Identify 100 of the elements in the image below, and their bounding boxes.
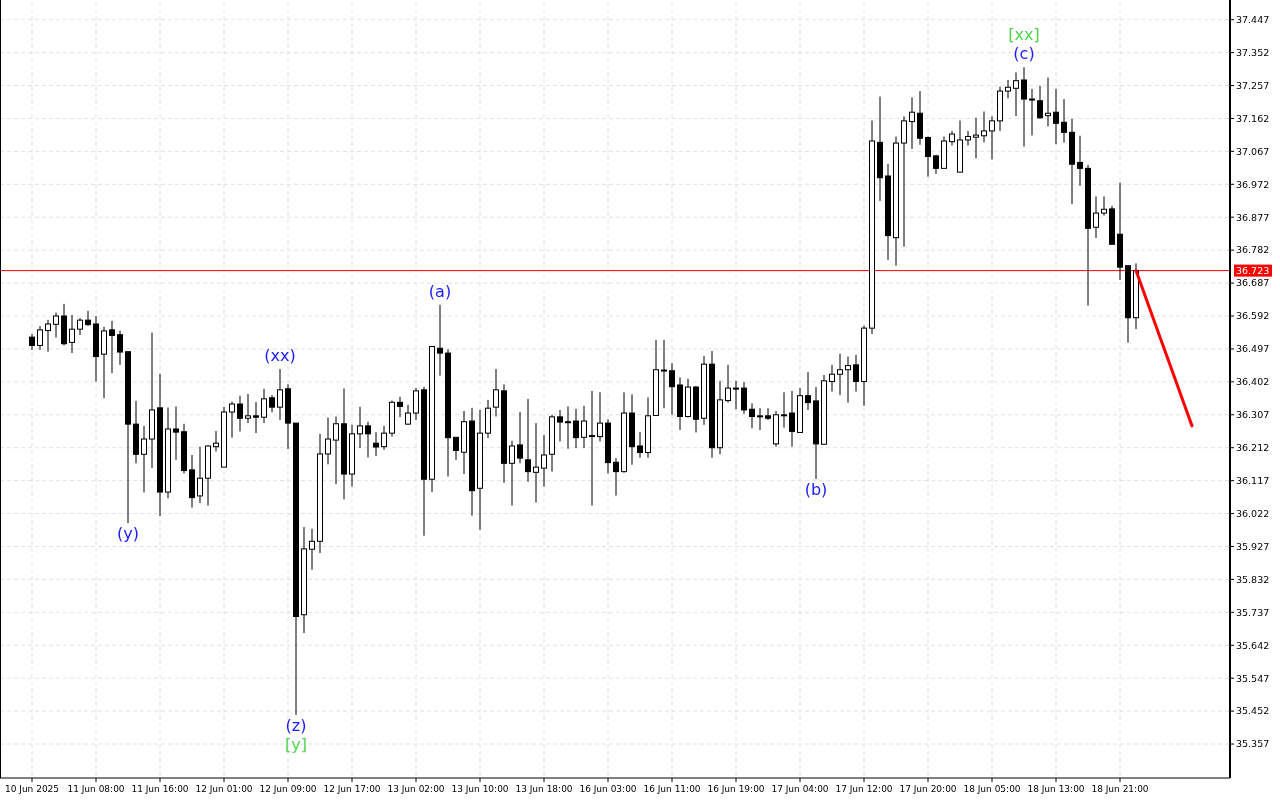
candlestick: [109, 320, 115, 374]
candlestick: [853, 354, 859, 393]
x-tick-label: 18 Jun 13:00: [1027, 784, 1085, 794]
candlestick: [669, 362, 675, 416]
candlestick: [53, 312, 59, 338]
candlestick: [325, 417, 331, 465]
candlestick: [437, 304, 443, 377]
annotation: (c): [1013, 44, 1035, 64]
candlestick: [245, 393, 251, 424]
y-tick-label: 35.642: [1236, 639, 1270, 651]
candlestick: [837, 353, 843, 396]
candlestick: [749, 402, 755, 429]
x-tick-label: 16 Jun 19:00: [707, 784, 765, 794]
y-tick-label: 36.117: [1236, 474, 1270, 486]
x-tick-label: 12 Jun 01:00: [195, 784, 253, 794]
candlestick: [981, 111, 987, 143]
annotation: [y]: [285, 734, 307, 754]
candlestick: [517, 411, 523, 464]
candlestick: [309, 528, 315, 571]
candlestick: [1013, 71, 1019, 117]
candlestick: [805, 371, 811, 411]
candlestick: [101, 326, 107, 399]
candlestick: [493, 368, 499, 418]
candlestick: [253, 401, 259, 434]
y-tick-label: 37.067: [1236, 145, 1270, 157]
candlestick: [453, 436, 459, 461]
y-tick-label: 36.687: [1236, 277, 1270, 289]
candlestick: [845, 356, 851, 404]
candlestick: [1045, 77, 1051, 127]
candlestick: [261, 388, 267, 424]
x-tick-label: 10 Jun 2025: [4, 784, 60, 794]
candlestick: [85, 310, 91, 327]
y-tick-label: 35.832: [1236, 573, 1270, 585]
candlestick: [365, 421, 371, 458]
candlestick: [37, 325, 43, 351]
candlestick: [1005, 79, 1011, 99]
x-tick-label: 17 Jun 20:00: [899, 784, 957, 794]
candlestick: [1037, 85, 1043, 120]
candlestick: [1101, 195, 1107, 216]
candlestick: [965, 130, 971, 146]
candlestick: [117, 330, 123, 366]
candlestick: [525, 398, 531, 483]
candlestick: [597, 391, 603, 442]
y-tick-label: 35.927: [1236, 540, 1270, 552]
x-tick-label: 13 Jun 18:00: [515, 784, 573, 794]
candlestick: [733, 380, 739, 410]
candlestick: [565, 405, 571, 450]
candlestick: [661, 339, 667, 409]
candlestick: [69, 314, 75, 354]
candlestick: [909, 96, 915, 150]
y-tick-label: 37.162: [1236, 112, 1270, 124]
candlestick: [509, 440, 515, 507]
y-tick-label: 35.452: [1236, 705, 1270, 717]
candlestick: [925, 135, 931, 178]
candlestick: [173, 405, 179, 461]
y-tick-label: 36.782: [1236, 244, 1270, 256]
candlestick: [237, 395, 243, 432]
candlestick: [1021, 66, 1027, 148]
y-tick-label: 37.257: [1236, 79, 1270, 91]
y-tick-label: 36.497: [1236, 343, 1270, 355]
y-tick-label: 35.547: [1236, 672, 1270, 684]
candlestick: [1077, 135, 1083, 187]
x-tick-label: 13 Jun 10:00: [451, 784, 509, 794]
candlestick: [757, 407, 763, 431]
x-tick-label: 11 Jun 08:00: [67, 784, 125, 794]
candlestick: [781, 391, 787, 429]
x-tick-label: 17 Jun 12:00: [835, 784, 893, 794]
candlestick: [1061, 98, 1067, 144]
candlestick: [405, 404, 411, 426]
x-tick-label: 12 Jun 17:00: [323, 784, 381, 794]
candlestick: [397, 396, 403, 418]
y-tick-label: 36.877: [1236, 211, 1270, 223]
candlestick: [229, 401, 235, 439]
annotation: (b): [804, 479, 828, 499]
candlestick: [573, 408, 579, 449]
x-tick-label: 17 Jun 04:00: [771, 784, 829, 794]
candlestick: [277, 368, 283, 421]
ref-line-label: 36.723: [1236, 264, 1270, 276]
candlestick: [765, 407, 771, 421]
y-tick-label: 36.212: [1236, 442, 1270, 454]
candlestick: [901, 115, 907, 248]
y-tick-label: 36.022: [1236, 507, 1270, 519]
y-tick-label: 35.737: [1236, 606, 1270, 618]
candlestick: [213, 430, 219, 453]
y-tick-label: 35.357: [1236, 738, 1270, 750]
y-tick-label: 36.592: [1236, 310, 1270, 322]
x-tick-label: 13 Jun 02:00: [387, 784, 445, 794]
y-tick-label: 37.352: [1236, 46, 1270, 58]
candlestick: [725, 364, 731, 404]
candlestick: [1093, 195, 1099, 239]
candlestick: [541, 434, 547, 488]
x-tick-label: 16 Jun 03:00: [579, 784, 637, 794]
x-tick-label: 11 Jun 16:00: [131, 784, 189, 794]
candlestick: [789, 390, 795, 448]
candlestick: [197, 446, 203, 504]
candlestick: [45, 319, 51, 353]
candlestick: [1053, 88, 1059, 145]
candlestick: [613, 457, 619, 497]
y-tick-label: 36.972: [1236, 178, 1270, 190]
candlestick: [1029, 88, 1035, 136]
